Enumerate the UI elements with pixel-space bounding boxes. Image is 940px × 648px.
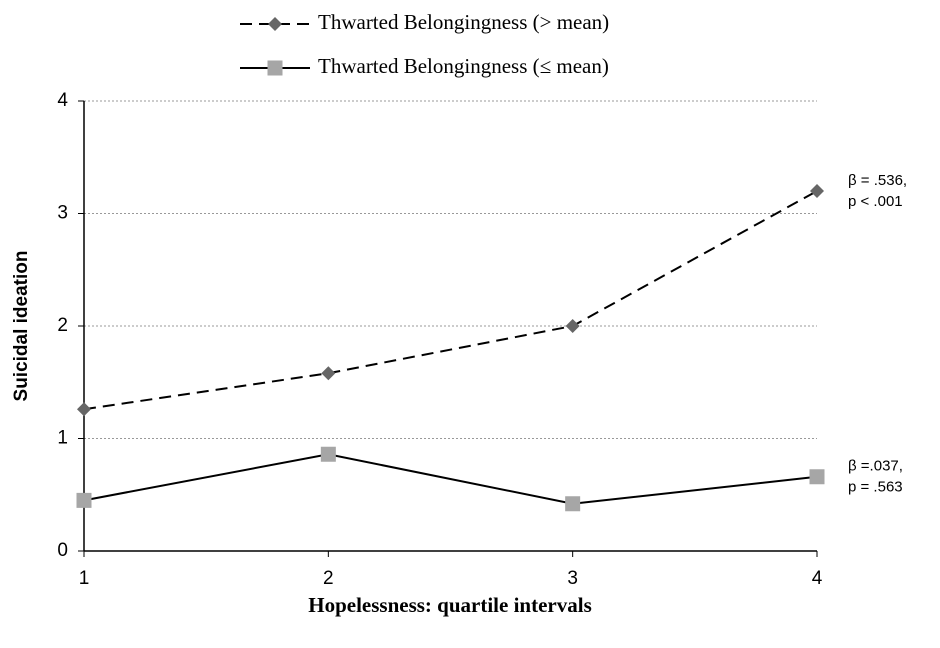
y-tick-label: 0: [57, 540, 68, 561]
legend-label: Thwarted Belongingness (≤ mean): [318, 54, 609, 78]
square-marker: [565, 496, 581, 512]
y-tick-label: 1: [57, 428, 68, 449]
legend-label: Thwarted Belongingness (> mean): [318, 10, 609, 34]
diamond-marker: [77, 402, 91, 417]
square-marker: [76, 492, 92, 508]
series-line: [83, 190, 818, 411]
annotation: β =.037,: [848, 458, 903, 475]
diamond-marker: [321, 366, 336, 381]
y-tick-label: 2: [57, 315, 68, 336]
series-line: [83, 453, 818, 505]
x-tick-label: 1: [79, 568, 90, 589]
legend-marker: [267, 60, 283, 76]
annotation: p < .001: [848, 193, 903, 210]
diamond-marker: [565, 319, 580, 333]
square-marker: [320, 446, 336, 462]
x-axis-label: Hopelessness: quartile intervals: [308, 593, 592, 617]
y-axis-label: Suicidal ideation: [11, 251, 32, 402]
y-tick-label: 4: [57, 90, 68, 111]
annotation: β = .536,: [848, 172, 907, 189]
y-tick-label: 3: [57, 203, 68, 224]
annotation: p = .563: [848, 479, 903, 496]
legend-marker: [268, 17, 282, 31]
square-marker: [809, 469, 825, 485]
x-tick-label: 4: [812, 568, 823, 589]
x-tick-label: 3: [567, 568, 578, 589]
diamond-marker: [810, 184, 824, 198]
x-tick-label: 2: [323, 568, 334, 589]
